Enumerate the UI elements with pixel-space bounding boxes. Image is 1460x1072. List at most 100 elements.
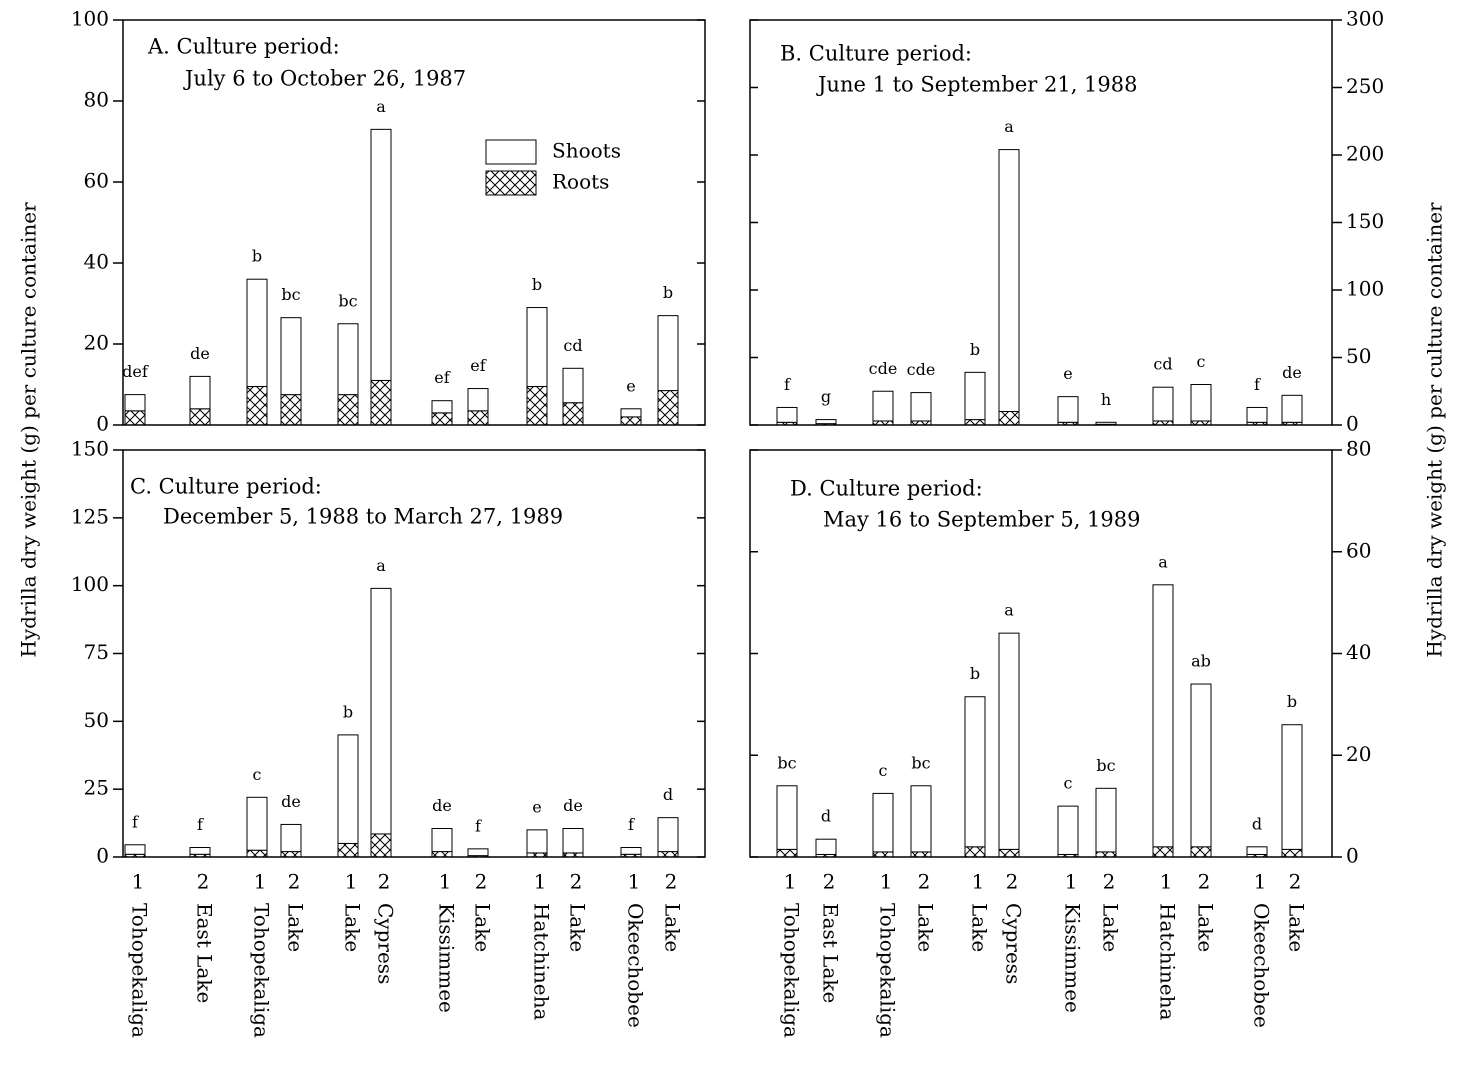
shoot-segment [1152,584,1174,848]
significance-letter: de [1282,363,1302,382]
significance-letter: cd [563,336,582,355]
lake-label: Lake [968,903,992,952]
significance-letter: c [253,765,262,784]
significance-letter: f [1254,375,1261,394]
y-tick-label: 0 [96,412,109,436]
shoot-segment [526,307,548,388]
lake-label: Cypress [374,903,398,984]
shoot-segment [431,828,453,853]
root-segment [337,842,359,858]
root-segment [467,410,489,426]
significance-letter: b [252,247,262,266]
y-tick-label: 125 [71,504,109,528]
significance-letter: f [132,812,139,831]
x-tick-label: 2 [918,870,931,894]
shoot-segment [815,838,837,855]
x-tick-label: 1 [1160,870,1173,894]
root-segment [1152,420,1174,426]
legend-label: Shoots [552,139,621,163]
lake-label: Tohopekaliga [780,903,804,1038]
shoot-segment [1152,386,1174,422]
shoot-segment [620,847,642,855]
y-tick-label: 0 [1346,844,1359,868]
lake-label: Lake [341,903,365,952]
root-segment [526,386,548,426]
panel-title: May 16 to September 5, 1989 [823,508,1141,532]
shoot-segment [467,848,489,857]
root-segment [1152,846,1174,858]
significance-letter: ef [434,368,450,387]
x-tick-label: 1 [880,870,893,894]
root-segment [280,394,302,426]
significance-letter: b [343,702,353,721]
significance-letter: d [663,785,673,804]
significance-letter: cde [869,359,898,378]
root-segment [337,394,359,426]
shoot-segment [189,847,211,855]
shoot-segment [124,394,146,412]
shoot-segment [776,406,798,423]
lake-label: Tohopekaliga [128,903,152,1038]
significance-letter: a [376,97,386,116]
shoot-segment [526,829,548,854]
significance-letter: b [532,275,542,294]
shoot-segment [964,696,986,848]
lake-label: Tohopekaliga [876,903,900,1038]
significance-letter: e [626,376,635,395]
lake-label: Lake [1285,903,1309,952]
y-tick-label: 40 [1346,640,1371,664]
y-tick-label: 300 [1346,7,1384,31]
significance-letter: d [1252,814,1262,833]
lake-label: East Lake [193,903,217,1003]
lake-label: Lake [914,903,938,952]
significance-letter: bc [1096,756,1115,775]
significance-letter: c [879,761,888,780]
root-segment [910,851,932,858]
x-tick-label: 2 [378,870,391,894]
root-segment [964,846,986,858]
y-axis-label: Hydrilla dry weight (g) per culture cont… [1423,202,1447,658]
significance-letter: def [122,362,149,381]
x-tick-label: 1 [628,870,641,894]
root-segment [526,852,548,858]
y-tick-label: 80 [84,88,109,112]
significance-letter: g [821,387,831,406]
plot-frame [122,19,706,426]
y-tick-label: 20 [84,331,109,355]
root-segment [657,390,679,426]
root-segment [124,410,146,426]
root-segment [1095,851,1117,858]
x-tick-label: 1 [534,870,547,894]
root-segment [620,416,642,426]
panel-title: C. Culture period: [130,475,322,499]
lake-label: East Lake [819,903,843,1003]
lake-label: Okeechobee [624,903,648,1028]
panel-title: A. Culture period: [147,35,340,59]
significance-letter: cde [907,360,936,379]
shoot-segment [337,323,359,396]
lake-label: Lake [566,903,590,952]
significance-letter: ef [470,356,486,375]
x-tick-label: 2 [1289,870,1302,894]
root-segment [872,851,894,858]
x-tick-label: 2 [665,870,678,894]
shoot-segment [1246,406,1268,423]
y-tick-label: 100 [71,572,109,596]
significance-letter: c [1064,774,1073,793]
significance-letter: de [190,344,210,363]
lake-label: Okeechobee [1250,903,1274,1028]
lake-label: Kissimmee [435,903,459,1013]
shoot-segment [562,367,584,404]
root-segment [1281,848,1303,858]
x-tick-label: 1 [1254,870,1267,894]
significance-letter: e [1063,364,1072,383]
shoot-segment [964,371,986,421]
significance-letter: f [197,815,204,834]
root-segment [1190,846,1212,858]
significance-letter: f [475,816,482,835]
root-segment [998,411,1020,426]
shoot-segment [1190,384,1212,422]
legend-swatch [485,139,537,165]
x-tick-label: 1 [132,870,145,894]
shoot-segment [246,278,268,388]
